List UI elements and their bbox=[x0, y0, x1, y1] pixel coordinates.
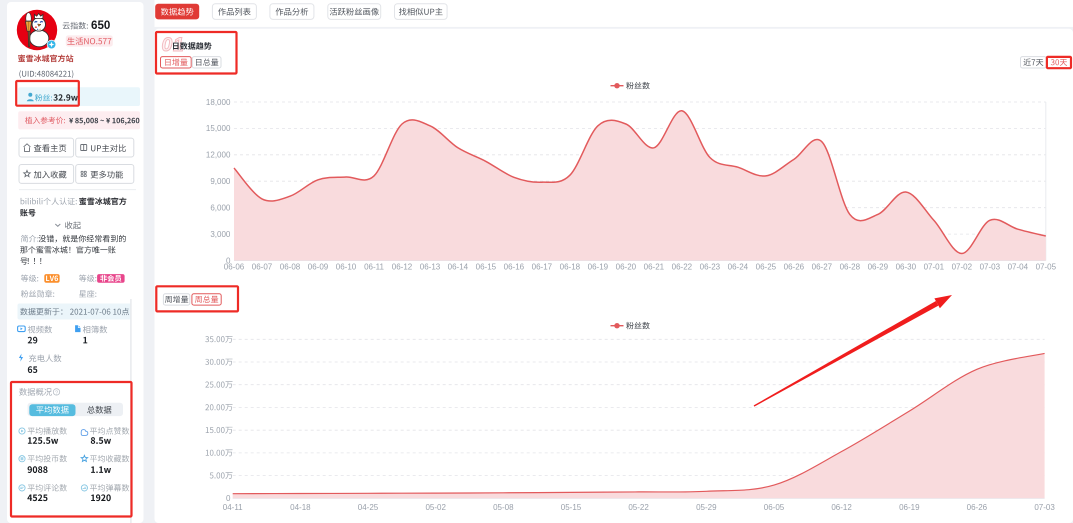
svg-text:06-24: 06-24 bbox=[728, 262, 749, 271]
svg-text:9,000: 9,000 bbox=[210, 177, 231, 186]
svg-text:06-17: 06-17 bbox=[532, 262, 553, 271]
svg-text:06-27: 06-27 bbox=[812, 262, 833, 271]
svg-text:06-21: 06-21 bbox=[644, 262, 665, 271]
svg-text:06-10: 06-10 bbox=[336, 262, 357, 271]
svg-text:12,000: 12,000 bbox=[206, 151, 231, 160]
svg-text:18,000: 18,000 bbox=[206, 98, 231, 107]
svg-text:0: 0 bbox=[226, 256, 231, 265]
svg-text:06-18: 06-18 bbox=[560, 262, 581, 271]
svg-text:06-30: 06-30 bbox=[896, 262, 917, 271]
svg-text:04-18: 04-18 bbox=[290, 503, 311, 512]
svg-text:06-23: 06-23 bbox=[700, 262, 721, 271]
svg-text:06-06: 06-06 bbox=[224, 262, 245, 271]
svg-text:06-29: 06-29 bbox=[868, 262, 889, 271]
svg-text:07-03: 07-03 bbox=[980, 262, 1001, 271]
svg-text:06-16: 06-16 bbox=[504, 262, 525, 271]
svg-text:07-04: 07-04 bbox=[1008, 262, 1029, 271]
svg-text:06-19: 06-19 bbox=[588, 262, 609, 271]
svg-text:06-26: 06-26 bbox=[784, 262, 805, 271]
svg-text:06-09: 06-09 bbox=[308, 262, 329, 271]
svg-text:06-19: 06-19 bbox=[899, 503, 920, 512]
svg-text:0: 0 bbox=[226, 494, 231, 503]
svg-text:06-26: 06-26 bbox=[967, 503, 988, 512]
svg-text:06-08: 06-08 bbox=[280, 262, 301, 271]
svg-text:04-11: 04-11 bbox=[223, 503, 243, 512]
svg-text:01: 01 bbox=[162, 34, 185, 56]
svg-text:06-22: 06-22 bbox=[672, 262, 693, 271]
svg-text:05-08: 05-08 bbox=[493, 503, 514, 512]
svg-text:06-05: 06-05 bbox=[764, 503, 785, 512]
svg-text:05-15: 05-15 bbox=[561, 503, 582, 512]
svg-text:06-07: 06-07 bbox=[252, 262, 273, 271]
svg-text:650: 650 bbox=[91, 19, 110, 32]
svg-text:6,000: 6,000 bbox=[210, 204, 231, 213]
svg-text:05-02: 05-02 bbox=[425, 503, 446, 512]
svg-text:3,000: 3,000 bbox=[210, 230, 231, 239]
svg-text:06-14: 06-14 bbox=[448, 262, 469, 271]
svg-text:06-13: 06-13 bbox=[420, 262, 441, 271]
svg-text:05-22: 05-22 bbox=[628, 503, 649, 512]
svg-text:06-15: 06-15 bbox=[476, 262, 497, 271]
svg-text:06-11: 06-11 bbox=[364, 262, 384, 271]
svg-text:06-20: 06-20 bbox=[616, 262, 637, 271]
svg-text:07-01: 07-01 bbox=[924, 262, 945, 271]
svg-text:05-29: 05-29 bbox=[696, 503, 717, 512]
svg-text:15,000: 15,000 bbox=[206, 124, 231, 133]
svg-text:06-12: 06-12 bbox=[392, 262, 413, 271]
svg-text:?: ? bbox=[55, 390, 58, 396]
svg-text:06-12: 06-12 bbox=[831, 503, 852, 512]
svg-text:04-25: 04-25 bbox=[358, 503, 379, 512]
svg-text:07-05: 07-05 bbox=[1036, 262, 1057, 271]
svg-text:07-02: 07-02 bbox=[952, 262, 973, 271]
svg-text:06-25: 06-25 bbox=[756, 262, 777, 271]
svg-text:06-28: 06-28 bbox=[840, 262, 861, 271]
svg-text:07-03: 07-03 bbox=[1034, 503, 1055, 512]
